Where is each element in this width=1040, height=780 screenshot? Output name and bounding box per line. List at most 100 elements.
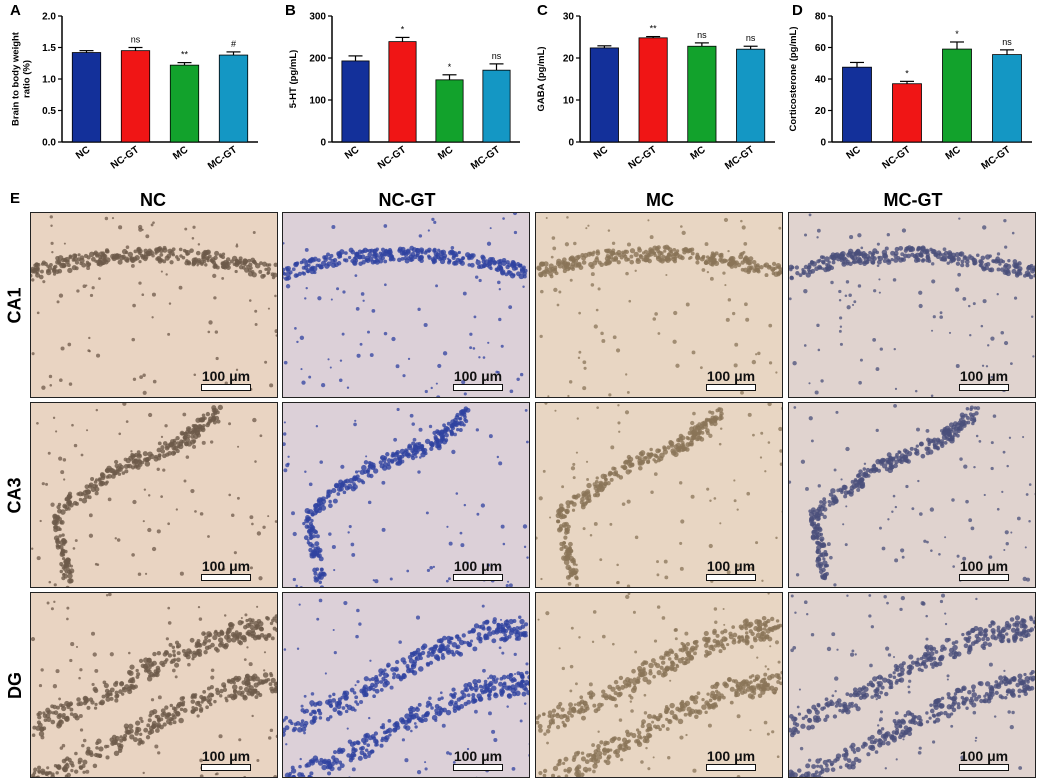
cell-dot: [409, 413, 414, 418]
neuron-cell: [508, 618, 514, 625]
neuron-cell: [125, 730, 131, 735]
cell-dot: [52, 416, 56, 420]
cell-dot: [525, 662, 529, 666]
cell-dot: [507, 580, 510, 583]
cell-dot: [736, 508, 739, 511]
neuron-cell: [309, 527, 315, 532]
neuron-cell: [684, 447, 690, 452]
neuron-cell: [50, 704, 55, 709]
neuron-cell: [312, 534, 317, 539]
bar: [435, 79, 464, 143]
cell-dot: [331, 544, 336, 550]
cell-dot: [291, 511, 295, 516]
neuron-cell: [581, 260, 587, 265]
cell-dot: [230, 513, 235, 518]
neuron-cell: [839, 258, 844, 263]
neuron-cell: [346, 753, 351, 758]
neuron-cell: [316, 508, 322, 514]
neuron-cell: [119, 743, 124, 749]
neuron-cell: [424, 438, 431, 445]
cell-dot: [538, 496, 543, 501]
cell-dot: [651, 720, 655, 724]
scale-bar: 100 μm: [959, 369, 1009, 391]
cell-dot: [894, 505, 898, 509]
neuron-cell: [594, 480, 599, 484]
cell-dot: [355, 634, 359, 639]
neuron-cell: [298, 764, 302, 769]
micrograph-ca3-nc-gt: 100 μm: [282, 402, 530, 588]
bar: [687, 45, 717, 143]
neuron-cell: [172, 715, 177, 720]
cell-dot: [652, 756, 655, 759]
neuron-cell: [78, 765, 83, 770]
neuron-cell: [729, 686, 735, 692]
neuron-cell: [766, 264, 772, 270]
cell-dot: [573, 703, 577, 707]
neuron-cell: [516, 671, 521, 676]
cell-dot: [774, 640, 780, 645]
neuron-cell: [586, 753, 591, 758]
neuron-cell: [463, 418, 467, 422]
cell-dot: [502, 542, 506, 546]
neuron-cell: [451, 255, 456, 261]
scale-bar: 100 μm: [706, 559, 756, 581]
neuron-cell: [655, 663, 661, 669]
cell-dot: [701, 268, 706, 272]
neuron-cell: [678, 648, 683, 652]
neuron-cell: [653, 715, 658, 720]
neuron-cell: [371, 462, 376, 467]
neuron-cell: [349, 687, 355, 693]
scale-bar: 100 μm: [201, 559, 251, 581]
neuron-cell: [519, 682, 524, 688]
neuron-cell: [434, 711, 439, 716]
cell-dot: [669, 679, 672, 682]
neuron-cell: [568, 702, 573, 708]
neuron-cell: [214, 250, 220, 256]
cell-dot: [233, 551, 237, 555]
neuron-cell: [157, 453, 162, 458]
neuron-cell: [576, 254, 582, 260]
cell-dot: [269, 383, 274, 388]
cell-dot: [887, 518, 890, 521]
neuron-cell: [808, 509, 812, 513]
cell-dot: [194, 510, 197, 513]
neuron-cell: [96, 738, 102, 744]
cell-dot: [125, 420, 129, 423]
cell-dot: [634, 269, 637, 272]
cell-dot: [537, 618, 540, 621]
cell-dot: [597, 730, 600, 733]
neuron-cell: [681, 440, 685, 445]
cell-dot: [957, 272, 961, 277]
neuron-cell: [732, 632, 738, 638]
neuron-cell: [386, 464, 392, 470]
neuron-cell: [626, 681, 632, 686]
cell-dot: [713, 497, 717, 500]
cell-dot: [78, 676, 81, 680]
neuron-cell: [352, 260, 357, 265]
neuron-cell: [919, 253, 924, 258]
neuron-cell: [180, 702, 184, 707]
neuron-cell: [508, 676, 513, 681]
neuron-cell: [149, 710, 155, 716]
neuron-cell: [645, 257, 650, 262]
neuron-cell: [544, 269, 550, 275]
neuron-cell: [681, 446, 687, 451]
cell-dot: [944, 536, 947, 539]
cell-dot: [726, 570, 731, 575]
neuron-cell: [503, 636, 507, 641]
neuron-cell: [173, 658, 177, 662]
neuron-cell: [430, 257, 436, 263]
neuron-cell: [964, 259, 970, 265]
neuron-cell: [511, 265, 517, 271]
neuron-cell: [123, 733, 128, 738]
cell-dot: [990, 441, 994, 445]
cell-dot: [91, 286, 95, 290]
neuron-cell: [862, 467, 867, 471]
neuron-cell: [211, 415, 217, 421]
neuron-cell: [439, 429, 445, 435]
cell-dot: [56, 300, 60, 304]
neuron-cell: [890, 257, 894, 262]
cell-dot: [248, 662, 253, 667]
cell-dot: [393, 437, 398, 442]
neuron-cell: [478, 684, 483, 689]
